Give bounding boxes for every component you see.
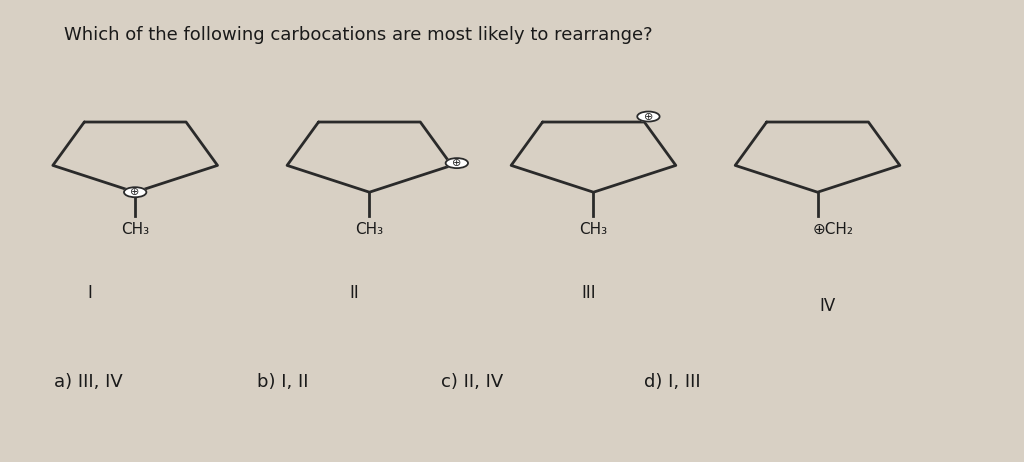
Text: b) I, II: b) I, II [257, 373, 309, 391]
Text: CH₃: CH₃ [580, 222, 607, 237]
Circle shape [637, 111, 659, 122]
Text: IV: IV [819, 298, 836, 315]
Text: a) III, IV: a) III, IV [53, 373, 123, 391]
Text: ⊕CH₂: ⊕CH₂ [812, 222, 853, 237]
Text: CH₃: CH₃ [121, 222, 150, 237]
Text: ⊕: ⊕ [453, 158, 462, 168]
Circle shape [445, 158, 468, 168]
Text: II: II [349, 284, 359, 302]
Text: III: III [581, 284, 596, 302]
Text: Which of the following carbocations are most likely to rearrange?: Which of the following carbocations are … [63, 25, 652, 43]
Circle shape [124, 187, 146, 197]
Text: ⊕: ⊕ [130, 187, 140, 197]
Text: ⊕: ⊕ [644, 111, 653, 122]
Text: d) I, III: d) I, III [644, 373, 701, 391]
Text: c) II, IV: c) II, IV [440, 373, 503, 391]
Text: CH₃: CH₃ [355, 222, 383, 237]
Text: I: I [87, 284, 92, 302]
